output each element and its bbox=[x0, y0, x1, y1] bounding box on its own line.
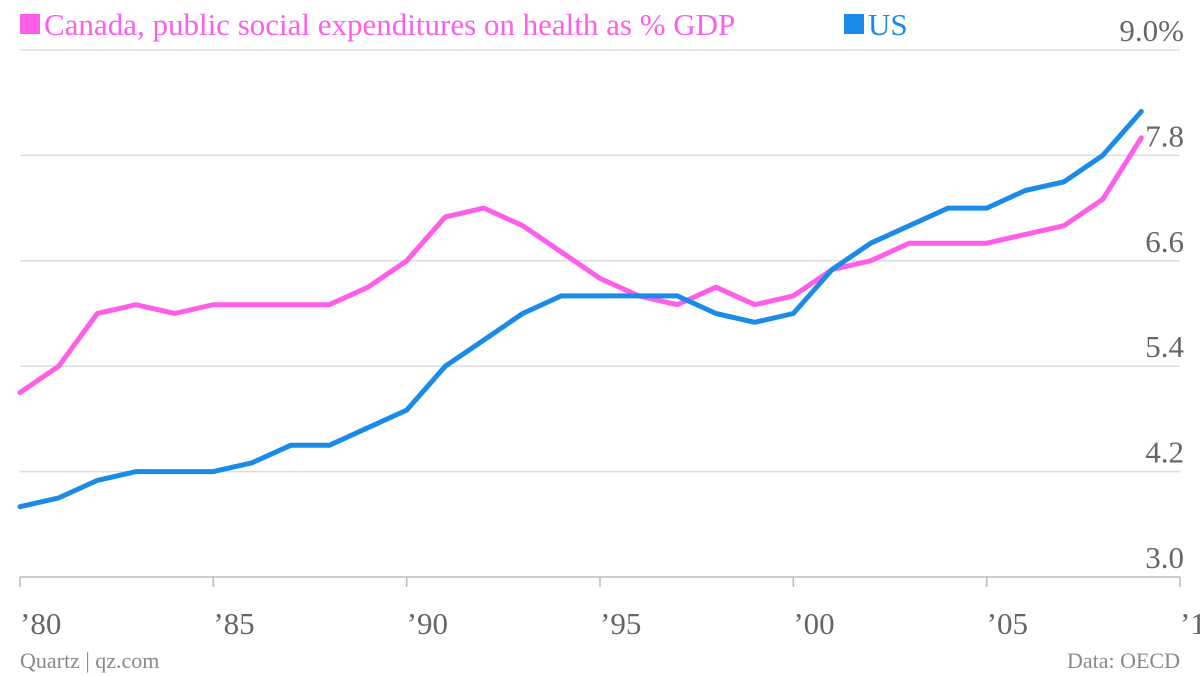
series-lines bbox=[17, 109, 1144, 510]
y-tick-label: 5.4 bbox=[1145, 329, 1184, 364]
series-line-canada bbox=[17, 135, 1144, 396]
gridlines bbox=[20, 49, 1180, 578]
legend-swatch-canada bbox=[20, 14, 40, 34]
x-tick-label: ’10 bbox=[1180, 606, 1200, 641]
x-axis: ’80 ’85 ’90 ’95 ’00 ’05 ’10 bbox=[19, 577, 1200, 641]
legend: Canada, public social expenditures on he… bbox=[20, 7, 908, 42]
y-tick-label: 7.8 bbox=[1145, 118, 1184, 153]
x-tick-label: ’80 bbox=[20, 606, 61, 641]
y-tick-label: 9.0% bbox=[1119, 13, 1184, 48]
legend-swatch-us bbox=[844, 14, 864, 34]
y-tick-label: 4.2 bbox=[1145, 435, 1184, 470]
footer-source-right: Data: OECD bbox=[1067, 648, 1180, 673]
y-tick-label: 6.6 bbox=[1145, 224, 1184, 259]
footer-source-left: Quartz | qz.com bbox=[20, 648, 159, 673]
series-line-us bbox=[17, 109, 1144, 510]
y-tick-label: 3.0 bbox=[1145, 540, 1184, 575]
x-tick-label: ’95 bbox=[600, 606, 641, 641]
y-axis-tick-labels: 3.0 4.2 5.4 6.6 7.8 9.0% bbox=[1119, 13, 1184, 575]
x-tick-label: ’85 bbox=[213, 606, 254, 641]
x-tick-label: ’90 bbox=[407, 606, 448, 641]
x-tick-label: ’00 bbox=[793, 606, 834, 641]
legend-label-canada: Canada, public social expenditures on he… bbox=[44, 7, 735, 42]
legend-label-us: US bbox=[868, 7, 908, 42]
x-tick-label: ’05 bbox=[987, 606, 1028, 641]
